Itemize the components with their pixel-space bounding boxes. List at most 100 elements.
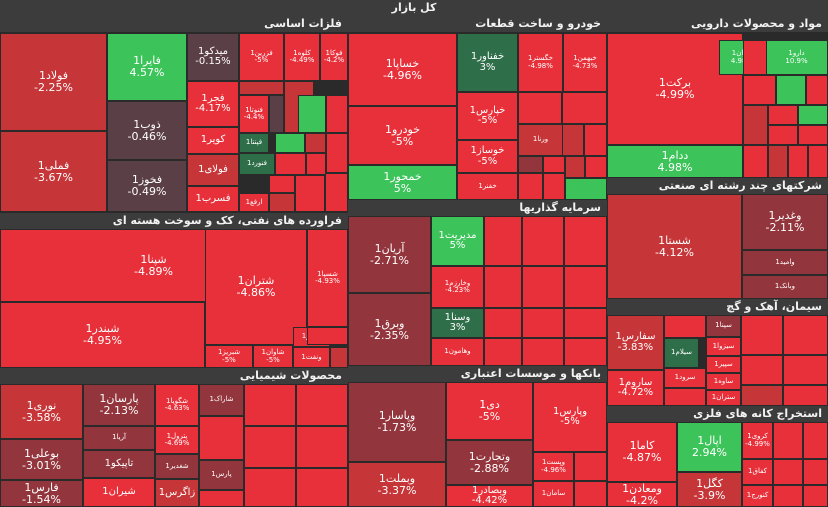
treemap-tile[interactable]: کگل1 -3.9% — [677, 472, 742, 507]
treemap-tile[interactable] — [484, 216, 522, 266]
treemap-tile[interactable] — [296, 426, 348, 468]
treemap-tile[interactable]: اپال1 2.94% — [677, 422, 742, 472]
treemap-tile[interactable]: فجر1 -4.17% — [187, 81, 239, 127]
treemap-tile[interactable] — [783, 355, 828, 385]
treemap-tile[interactable]: وبصادر1 -4.42% — [446, 485, 533, 507]
treemap-tile[interactable] — [269, 95, 284, 133]
treemap-tile[interactable]: فملی1 -3.67% — [0, 131, 107, 212]
treemap-tile[interactable] — [768, 145, 788, 178]
treemap-tile[interactable]: آریان1 -2.71% — [348, 216, 431, 293]
treemap-tile[interactable] — [565, 156, 585, 178]
treemap-tile[interactable]: شستا1 -4.12% — [607, 194, 742, 299]
treemap-tile[interactable]: سپیر1 — [706, 356, 741, 373]
treemap-tile[interactable]: شتران1 -4.86% — [205, 229, 307, 345]
treemap-tile[interactable] — [326, 133, 348, 173]
treemap-tile[interactable]: شاراک1 — [199, 384, 244, 416]
treemap-tile[interactable]: فوکا1 -4.2% — [320, 33, 348, 81]
treemap-tile[interactable] — [783, 385, 828, 406]
treemap-tile[interactable]: ذوب1 -0.46% — [107, 101, 187, 160]
treemap-tile[interactable] — [484, 338, 522, 366]
treemap-tile[interactable]: خمحور1 5% — [348, 165, 457, 200]
treemap-tile[interactable]: سیزوا1 — [706, 337, 741, 356]
treemap-tile[interactable] — [585, 156, 607, 178]
treemap-tile[interactable] — [741, 315, 783, 355]
treemap-tile[interactable] — [296, 384, 348, 426]
treemap-tile[interactable] — [768, 125, 798, 145]
treemap-tile[interactable]: تاپیکو1 — [83, 450, 155, 478]
treemap-tile[interactable] — [808, 145, 828, 178]
treemap-tile[interactable]: خفنر1 — [457, 173, 518, 200]
treemap-tile[interactable]: خساپا1 -4.96% — [348, 33, 457, 106]
treemap-tile[interactable]: کنورج1 — [742, 485, 773, 507]
treemap-tile[interactable]: ساوه1 — [706, 373, 741, 390]
treemap-tile[interactable] — [239, 81, 284, 95]
treemap-tile[interactable]: ستران1 — [706, 390, 741, 406]
treemap-tile[interactable]: ساروم1 -4.72% — [607, 370, 664, 406]
treemap-tile[interactable]: سپنا1 — [706, 315, 741, 337]
treemap-tile[interactable] — [269, 175, 295, 193]
treemap-tile[interactable] — [543, 156, 565, 173]
treemap-tile[interactable]: فنوتا1 -4.4% — [239, 95, 269, 133]
treemap-tile[interactable] — [522, 266, 564, 308]
treemap-tile[interactable]: فپنتا1 — [239, 133, 269, 153]
treemap-tile[interactable] — [776, 75, 806, 105]
treemap-tile[interactable]: کفاق1 — [742, 459, 773, 485]
treemap-tile[interactable] — [275, 153, 306, 175]
treemap-tile[interactable] — [743, 145, 768, 178]
treemap-tile[interactable]: وپارس1 -5% — [533, 382, 607, 452]
treemap-tile[interactable] — [741, 355, 783, 385]
treemap-tile[interactable]: خوساز1 -5% — [457, 140, 518, 173]
treemap-tile[interactable] — [330, 347, 348, 368]
treemap-tile[interactable] — [562, 92, 607, 124]
treemap-tile[interactable]: ورنا1 — [518, 124, 563, 156]
treemap-tile[interactable]: وبرق1 -2.35% — [348, 293, 431, 366]
treemap-tile[interactable] — [773, 459, 803, 485]
treemap-tile[interactable]: فولای1 — [187, 154, 239, 186]
treemap-tile[interactable]: ددام1 4.98% — [607, 145, 743, 178]
treemap-tile[interactable]: میدکو1 -0.15% — [187, 33, 239, 81]
treemap-tile[interactable] — [484, 266, 522, 308]
treemap-tile[interactable] — [522, 216, 564, 266]
treemap-tile[interactable] — [788, 145, 808, 178]
treemap-tile[interactable]: وهامون1 — [431, 338, 484, 366]
treemap-tile[interactable]: پارسان1 -2.13% — [83, 384, 155, 426]
treemap-tile[interactable] — [269, 193, 295, 212]
treemap-tile[interactable] — [743, 40, 767, 75]
treemap-tile[interactable]: کویر1 — [187, 127, 239, 154]
treemap-tile[interactable] — [664, 315, 706, 338]
treemap-tile[interactable] — [307, 327, 348, 345]
treemap-tile[interactable]: شغدیر1 — [155, 454, 199, 479]
treemap-tile[interactable] — [275, 133, 305, 153]
treemap-tile[interactable] — [518, 156, 543, 173]
treemap-tile[interactable] — [584, 124, 607, 156]
treemap-tile[interactable]: فارس1 -1.54% — [0, 480, 83, 507]
treemap-tile[interactable]: کروی1 -4.99% — [742, 422, 773, 459]
treemap-tile[interactable] — [743, 75, 776, 105]
treemap-tile[interactable] — [783, 315, 828, 355]
treemap-tile[interactable]: ونفت1 — [293, 347, 330, 368]
treemap-tile[interactable] — [244, 384, 296, 426]
treemap-tile[interactable] — [803, 422, 828, 459]
treemap-tile[interactable]: کاما1 -4.87% — [607, 422, 677, 482]
treemap-tile[interactable] — [564, 266, 607, 308]
treemap-tile[interactable] — [798, 105, 828, 125]
treemap-tile[interactable]: وسنا1 3% — [431, 308, 484, 338]
treemap-tile[interactable]: سیلام1 — [664, 338, 699, 368]
treemap-tile[interactable]: خپارس1 -5% — [457, 92, 518, 140]
treemap-tile[interactable]: وخارزم1 -4.23% — [431, 266, 484, 308]
treemap-tile[interactable] — [295, 175, 325, 212]
treemap-tile[interactable]: شبندر1 -4.95% — [0, 302, 205, 368]
treemap-tile[interactable] — [543, 173, 565, 200]
treemap-tile[interactable] — [518, 92, 562, 124]
treemap-tile[interactable] — [564, 308, 607, 338]
treemap-tile[interactable] — [326, 95, 348, 133]
treemap-tile[interactable]: پارس1 — [199, 460, 244, 490]
treemap-tile[interactable] — [306, 153, 326, 175]
treemap-tile[interactable]: فزرین1 -5% — [239, 33, 284, 81]
treemap-tile[interactable] — [564, 216, 607, 266]
treemap-tile[interactable] — [664, 388, 706, 406]
treemap-tile[interactable] — [562, 124, 584, 156]
treemap-tile[interactable] — [199, 490, 244, 507]
treemap-tile[interactable]: وپاسار1 -1.73% — [348, 382, 446, 462]
treemap-tile[interactable]: فایرا1 4.57% — [107, 33, 187, 101]
